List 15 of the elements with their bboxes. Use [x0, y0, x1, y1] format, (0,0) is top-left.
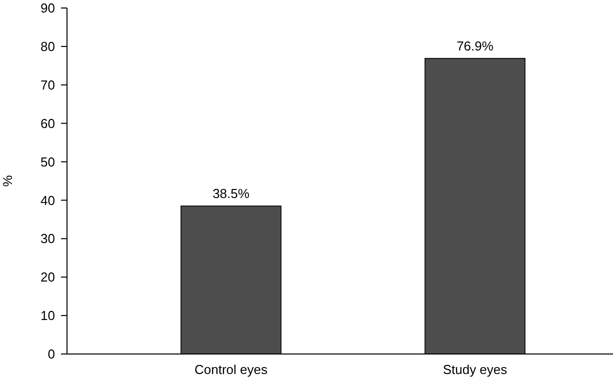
- y-tick-label: 20: [40, 270, 55, 285]
- y-tick-label: 70: [40, 77, 55, 92]
- x-tick-label: Study eyes: [442, 362, 508, 377]
- x-tick-label: Control eyes: [194, 362, 268, 377]
- y-tick-label: 10: [40, 308, 55, 324]
- data-label: 38.5%: [212, 186, 250, 201]
- y-axis-title: %: [0, 174, 15, 187]
- data-label: 76.9%: [456, 38, 494, 54]
- y-tick-label: 0: [48, 346, 55, 362]
- y-tick-label: 40: [40, 192, 55, 208]
- y-tick-label: 60: [40, 116, 55, 131]
- y-tick-label: 50: [40, 154, 55, 170]
- y-tick-label: 90: [40, 0, 55, 16]
- y-tick-label: 30: [40, 231, 55, 246]
- y-tick-label: 80: [40, 38, 55, 54]
